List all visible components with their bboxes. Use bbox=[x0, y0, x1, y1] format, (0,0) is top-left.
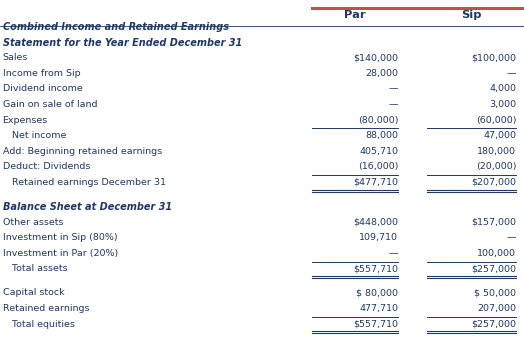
Text: $ 50,000: $ 50,000 bbox=[474, 288, 516, 298]
Text: 4,000: 4,000 bbox=[489, 84, 516, 94]
Text: Retained earnings: Retained earnings bbox=[3, 304, 89, 313]
Text: 180,000: 180,000 bbox=[477, 147, 516, 156]
Text: Balance Sheet at December 31: Balance Sheet at December 31 bbox=[3, 202, 172, 212]
Text: $477,710: $477,710 bbox=[353, 178, 398, 187]
Text: 477,710: 477,710 bbox=[359, 304, 398, 313]
Text: 207,000: 207,000 bbox=[477, 304, 516, 313]
Text: —: — bbox=[507, 233, 516, 242]
Text: 88,000: 88,000 bbox=[365, 131, 398, 140]
Text: —: — bbox=[389, 84, 398, 94]
Text: 28,000: 28,000 bbox=[365, 69, 398, 78]
Text: —: — bbox=[507, 69, 516, 78]
Text: Combined Income and Retained Earnings: Combined Income and Retained Earnings bbox=[3, 22, 228, 32]
Text: Dividend income: Dividend income bbox=[3, 84, 82, 94]
Text: (20,000): (20,000) bbox=[476, 162, 516, 172]
Text: Investment in Sip (80%): Investment in Sip (80%) bbox=[3, 233, 117, 242]
Text: Capital stock: Capital stock bbox=[3, 288, 64, 298]
Text: Statement for the Year Ended December 31: Statement for the Year Ended December 31 bbox=[3, 38, 242, 47]
Text: $257,000: $257,000 bbox=[471, 320, 516, 329]
Text: 405,710: 405,710 bbox=[359, 147, 398, 156]
Text: Net income: Net income bbox=[3, 131, 66, 140]
Text: Retained earnings December 31: Retained earnings December 31 bbox=[3, 178, 166, 187]
Text: 109,710: 109,710 bbox=[359, 233, 398, 242]
Text: Expenses: Expenses bbox=[3, 116, 48, 125]
Text: $ 80,000: $ 80,000 bbox=[356, 288, 398, 298]
Text: —: — bbox=[389, 100, 398, 109]
Text: Total assets: Total assets bbox=[3, 264, 67, 274]
Text: $448,000: $448,000 bbox=[353, 218, 398, 227]
Text: Other assets: Other assets bbox=[3, 218, 63, 227]
Text: Gain on sale of land: Gain on sale of land bbox=[3, 100, 97, 109]
Text: Deduct: Dividends: Deduct: Dividends bbox=[3, 162, 90, 172]
Text: $157,000: $157,000 bbox=[471, 218, 516, 227]
Text: $557,710: $557,710 bbox=[353, 264, 398, 274]
Text: Par: Par bbox=[344, 10, 366, 20]
Text: —: — bbox=[389, 249, 398, 258]
Text: 47,000: 47,000 bbox=[483, 131, 516, 140]
Text: Add: Beginning retained earnings: Add: Beginning retained earnings bbox=[3, 147, 162, 156]
Text: (80,000): (80,000) bbox=[358, 116, 398, 125]
Text: $257,000: $257,000 bbox=[471, 264, 516, 274]
Text: 3,000: 3,000 bbox=[489, 100, 516, 109]
Text: Income from Sip: Income from Sip bbox=[3, 69, 80, 78]
Text: (60,000): (60,000) bbox=[476, 116, 516, 125]
Text: $557,710: $557,710 bbox=[353, 320, 398, 329]
Text: $100,000: $100,000 bbox=[471, 53, 516, 62]
Text: (16,000): (16,000) bbox=[358, 162, 398, 172]
Text: $140,000: $140,000 bbox=[353, 53, 398, 62]
Text: Investment in Par (20%): Investment in Par (20%) bbox=[3, 249, 118, 258]
Text: Sip: Sip bbox=[461, 10, 482, 20]
Text: Total equities: Total equities bbox=[3, 320, 74, 329]
Text: $207,000: $207,000 bbox=[471, 178, 516, 187]
Text: Sales: Sales bbox=[3, 53, 28, 62]
Text: 100,000: 100,000 bbox=[477, 249, 516, 258]
